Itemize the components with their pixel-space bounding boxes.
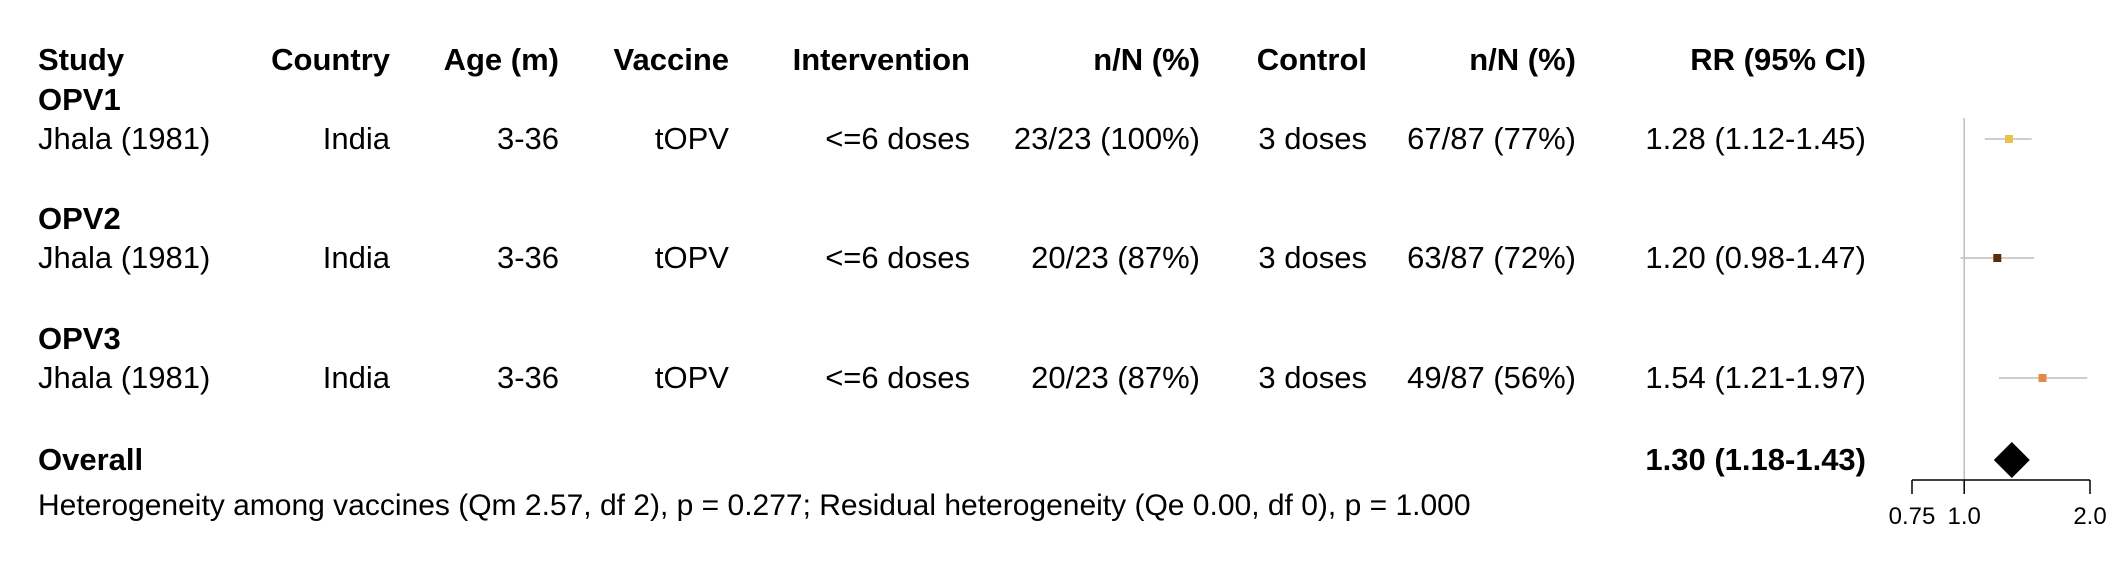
study-intervention-n: 20/23 (87%) (1031, 360, 1200, 395)
header-control-n: n/N (%) (1469, 42, 1576, 77)
study-control-n: 49/87 (56%) (1407, 360, 1576, 395)
study-control: 3 doses (1258, 360, 1367, 395)
study-control: 3 doses (1258, 121, 1367, 156)
study-vaccine: tOPV (654, 240, 729, 275)
header-vaccine: Vaccine (613, 42, 729, 77)
study-vaccine: tOPV (654, 360, 729, 395)
group-label-opv1: OPV1 (38, 82, 121, 117)
study-name: Jhala (1981) (38, 121, 211, 156)
study-intervention-n: 20/23 (87%) (1031, 240, 1200, 275)
study-control: 3 doses (1258, 240, 1367, 275)
overall-rr: 1.30 (1.18-1.43) (1645, 442, 1866, 477)
study-rr: 1.54 (1.21-1.97) (1645, 360, 1866, 395)
x-axis-tick-label: 1.0 (1948, 503, 1981, 530)
header-rr: RR (95% CI) (1690, 42, 1866, 77)
x-axis-tick-label: 0.75 (1889, 503, 1936, 530)
study-rr: 1.20 (0.98-1.47) (1645, 240, 1866, 275)
study-country: India (322, 360, 390, 395)
x-axis-tick-label: 2.0 (2073, 503, 2106, 530)
point-estimate-marker (2038, 374, 2047, 382)
study-age: 3-36 (496, 360, 559, 395)
overall-label: Overall (38, 442, 144, 477)
study-country: India (322, 121, 390, 156)
heterogeneity-note: Heterogeneity among vaccines (Qm 2.57, d… (38, 489, 1471, 522)
header-age: Age (m) (443, 42, 559, 77)
study-control-n: 63/87 (72%) (1407, 240, 1576, 275)
study-intervention: <=6 doses (825, 121, 970, 156)
study-name: Jhala (1981) (38, 240, 211, 275)
header-intervention: Intervention (792, 42, 970, 77)
study-country: India (322, 240, 390, 275)
group-label-opv3: OPV3 (38, 321, 121, 356)
study-age: 3-36 (496, 121, 559, 156)
header-country: Country (271, 42, 390, 77)
study-intervention: <=6 doses (825, 360, 970, 395)
overall-diamond (1993, 442, 2030, 478)
group-label-opv2: OPV2 (38, 201, 121, 236)
header-intervention-n: n/N (%) (1093, 42, 1200, 77)
point-estimate-marker (1993, 254, 2002, 262)
study-intervention-n: 23/23 (100%) (1013, 121, 1200, 156)
study-intervention: <=6 doses (825, 240, 970, 275)
study-name: Jhala (1981) (38, 360, 211, 395)
point-estimate-marker (2005, 135, 2014, 143)
study-age: 3-36 (496, 240, 559, 275)
header-study: Study (38, 42, 125, 77)
header-control: Control (1256, 42, 1367, 77)
study-rr: 1.28 (1.12-1.45) (1645, 121, 1866, 156)
study-control-n: 67/87 (77%) (1407, 121, 1576, 156)
study-vaccine: tOPV (654, 121, 729, 156)
